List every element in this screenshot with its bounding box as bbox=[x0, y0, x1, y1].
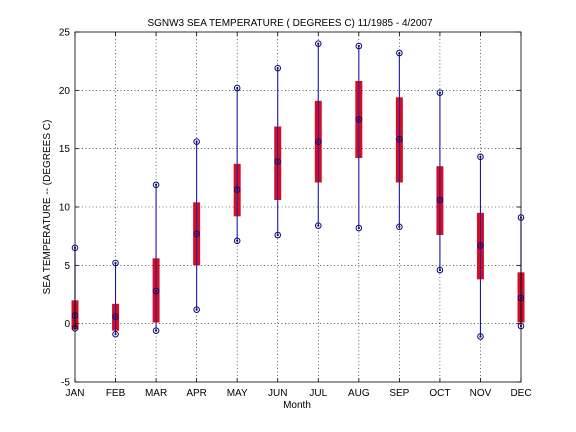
box-series bbox=[71, 40, 525, 340]
median-marker-dot bbox=[479, 244, 482, 247]
box-jul bbox=[314, 40, 322, 229]
x-tick-label: SEP bbox=[389, 388, 409, 399]
min-marker-dot bbox=[276, 233, 279, 237]
min-marker bbox=[355, 224, 363, 232]
max-marker-dot bbox=[276, 67, 279, 70]
box-sep bbox=[395, 49, 403, 231]
median-marker bbox=[355, 116, 363, 123]
x-tick-label: DEC bbox=[510, 388, 531, 399]
max-marker-dot bbox=[479, 155, 482, 158]
chart-title: SGNW3 SEA TEMPERATURE ( DEGREES C) 11/19… bbox=[147, 18, 433, 29]
x-axis: JAN FEB MAR APR MAY JUN JUL AUG SEP OCT NOV DEC bbox=[66, 32, 532, 399]
box-nov bbox=[476, 153, 484, 340]
max-marker-dot bbox=[317, 42, 320, 45]
y-tick-label: 25 bbox=[59, 28, 71, 39]
max-marker bbox=[355, 42, 363, 50]
min-marker-dot bbox=[357, 226, 360, 230]
max-marker bbox=[314, 40, 322, 47]
median-marker-dot bbox=[438, 198, 442, 202]
max-marker-dot bbox=[357, 44, 360, 48]
x-tick-label: MAY bbox=[227, 388, 248, 399]
box-aug bbox=[355, 42, 363, 232]
median-marker bbox=[436, 196, 444, 204]
median-marker-dot bbox=[195, 232, 198, 235]
box-apr bbox=[193, 138, 201, 313]
max-marker-dot bbox=[398, 51, 401, 55]
max-marker bbox=[152, 181, 160, 189]
median-marker bbox=[193, 230, 200, 238]
min-marker bbox=[112, 330, 119, 338]
x-tick-label: JUN bbox=[268, 388, 287, 399]
min-marker-dot bbox=[438, 268, 442, 272]
x-tick-label: AUG bbox=[348, 388, 370, 399]
y-tick-label: -5 bbox=[61, 378, 70, 389]
median-marker-dot bbox=[357, 118, 360, 121]
max-marker bbox=[233, 84, 241, 92]
min-marker-dot bbox=[154, 329, 158, 332]
max-marker-dot bbox=[438, 91, 442, 94]
min-marker bbox=[477, 333, 484, 340]
min-marker-dot bbox=[236, 239, 239, 242]
box-oct bbox=[436, 89, 444, 274]
median-marker bbox=[152, 287, 160, 295]
min-marker-dot bbox=[398, 225, 401, 228]
median-marker bbox=[112, 313, 119, 320]
y-axis-label: SEA TEMPERATURE -- (DEGREES C) bbox=[42, 120, 53, 295]
median-marker-dot bbox=[317, 140, 320, 143]
y-axis: -5 0 5 10 15 20 25 bbox=[59, 28, 521, 389]
max-marker bbox=[436, 89, 444, 96]
min-marker bbox=[233, 237, 241, 245]
box-feb bbox=[112, 259, 120, 338]
x-axis-label: Month bbox=[283, 400, 311, 411]
median-marker-dot bbox=[114, 315, 117, 318]
max-marker bbox=[112, 259, 119, 267]
median-marker bbox=[274, 158, 282, 165]
median-marker-dot bbox=[236, 188, 239, 191]
box-jun bbox=[274, 64, 282, 239]
y-tick-label: 15 bbox=[59, 144, 71, 155]
min-marker bbox=[193, 306, 200, 313]
box-may bbox=[233, 84, 241, 245]
y-tick-label: 5 bbox=[64, 261, 70, 272]
max-marker-dot bbox=[154, 183, 158, 186]
min-marker bbox=[152, 327, 160, 334]
median-marker bbox=[233, 186, 241, 193]
max-marker-dot bbox=[236, 86, 239, 90]
x-tick-label: JAN bbox=[66, 388, 85, 399]
max-marker bbox=[396, 49, 403, 57]
min-marker-dot bbox=[195, 308, 198, 311]
min-marker-dot bbox=[317, 224, 320, 227]
y-tick-label: 20 bbox=[59, 86, 71, 97]
median-marker-dot bbox=[154, 289, 158, 293]
min-marker bbox=[314, 222, 322, 229]
median-marker bbox=[314, 138, 322, 145]
min-marker bbox=[274, 231, 282, 239]
min-marker bbox=[436, 266, 444, 274]
y-tick-label: 0 bbox=[64, 319, 70, 330]
median-marker-dot bbox=[398, 138, 401, 141]
max-marker-dot bbox=[195, 140, 198, 143]
max-marker bbox=[477, 153, 484, 161]
x-tick-label: APR bbox=[186, 388, 207, 399]
median-marker-dot bbox=[276, 160, 279, 163]
x-tick-label: NOV bbox=[470, 388, 492, 399]
max-marker-dot bbox=[114, 261, 117, 265]
max-marker bbox=[274, 64, 282, 72]
x-tick-label: MAR bbox=[145, 388, 167, 399]
grid bbox=[75, 32, 521, 382]
max-marker bbox=[193, 138, 200, 145]
x-tick-label: JUL bbox=[309, 388, 327, 399]
min-marker-dot bbox=[114, 333, 117, 336]
x-tick-label: OCT bbox=[429, 388, 450, 399]
x-tick-label: FEB bbox=[106, 388, 126, 399]
median-marker bbox=[396, 136, 403, 143]
y-tick-label: 10 bbox=[59, 203, 71, 214]
box-mar bbox=[152, 181, 160, 334]
median-marker bbox=[477, 242, 484, 249]
min-marker-dot bbox=[479, 335, 482, 338]
min-marker bbox=[396, 223, 403, 231]
